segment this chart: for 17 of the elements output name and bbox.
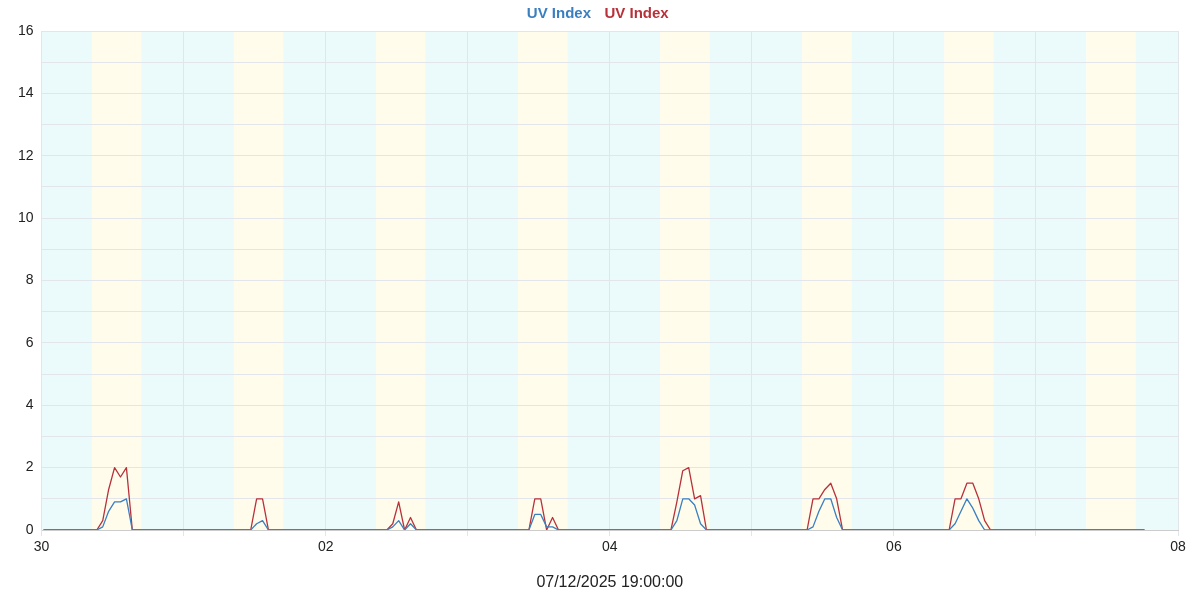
y-tick-label: 14 [17, 84, 34, 101]
x-tick-label: 02 [317, 538, 334, 555]
x-axis-title: 07/12/2025 19:00:00 [536, 572, 684, 590]
x-tick-label: 08 [1170, 538, 1186, 555]
text: UV Index [526, 3, 592, 21]
y-tick-label: 6 [25, 333, 34, 350]
x-tick-label: 06 [886, 538, 902, 555]
y-tick-label: 10 [17, 208, 34, 225]
y-tick-label: 2 [25, 458, 34, 475]
x-tick-label: 30 [33, 538, 50, 555]
text: UV Index [604, 3, 670, 21]
y-tick-label: 16 [17, 21, 34, 38]
y-tick-label: 0 [25, 520, 34, 537]
y-tick-label: 12 [17, 146, 34, 163]
y-tick-label: 8 [25, 271, 34, 288]
y-tick-label: 4 [25, 396, 34, 413]
x-tick-label: 04 [602, 538, 618, 555]
